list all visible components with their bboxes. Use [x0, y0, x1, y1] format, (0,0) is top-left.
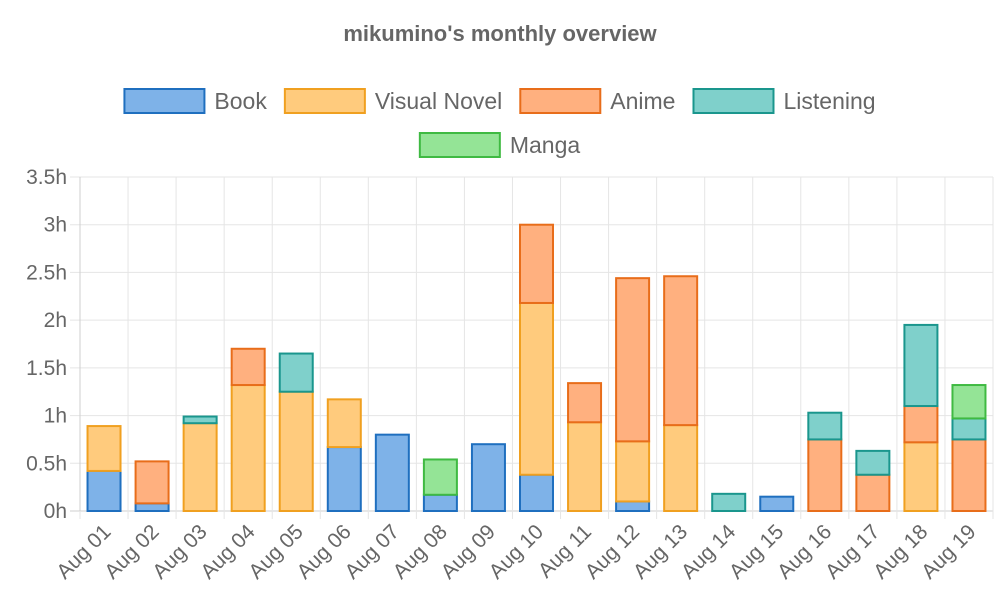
bar-listening-aug-14[interactable]: [711, 492, 747, 512]
bar-listening-aug-19[interactable]: [951, 417, 987, 441]
bars: [86, 223, 987, 513]
legend-label-manga: Manga: [510, 132, 581, 158]
y-tick-label: 0h: [44, 500, 67, 523]
bar-visual-novel-aug-13[interactable]: [663, 424, 699, 512]
bar-anime-aug-16[interactable]: [807, 438, 843, 512]
legend-swatch-book: [123, 88, 206, 114]
legend-swatch-listening: [692, 88, 775, 114]
bar-listening-aug-03[interactable]: [182, 415, 218, 425]
legend-item-anime[interactable]: Anime: [519, 88, 675, 114]
bar-listening-aug-17[interactable]: [855, 449, 891, 476]
bar-book-aug-08[interactable]: [422, 493, 458, 512]
bar-visual-novel-aug-03[interactable]: [182, 422, 218, 513]
legend-label-visual-novel: Visual Novel: [375, 88, 502, 114]
legend-item-visual-novel[interactable]: Visual Novel: [283, 88, 502, 114]
legend-item-manga[interactable]: Manga: [418, 132, 581, 158]
bar-visual-novel-aug-01[interactable]: [86, 425, 122, 472]
bar-book-aug-02[interactable]: [134, 502, 170, 513]
bar-book-aug-07[interactable]: [374, 433, 410, 512]
y-tick-label: 1h: [44, 405, 67, 428]
bar-anime-aug-19[interactable]: [951, 438, 987, 512]
bar-anime-aug-17[interactable]: [855, 473, 891, 513]
x-tick-label: Aug 10: [485, 520, 548, 583]
legend-label-listening: Listening: [783, 88, 875, 114]
y-tick-label: 2.5h: [26, 261, 67, 284]
legend-swatch-manga: [418, 132, 501, 158]
y-tick-label: 0.5h: [26, 452, 67, 475]
legend-label-book: Book: [214, 88, 267, 114]
y-tick-label: 2h: [44, 309, 67, 332]
bar-anime-aug-11[interactable]: [567, 382, 603, 424]
bar-anime-aug-04[interactable]: [230, 347, 266, 387]
bar-anime-aug-10[interactable]: [519, 223, 554, 304]
bar-book-aug-15[interactable]: [759, 495, 795, 512]
bar-visual-novel-aug-10[interactable]: [519, 301, 554, 476]
bar-visual-novel-aug-18[interactable]: [903, 441, 939, 513]
legend-swatch-visual-novel: [283, 88, 366, 114]
bar-anime-aug-02[interactable]: [134, 460, 170, 505]
legend-swatch-anime: [519, 88, 602, 114]
bar-listening-aug-05[interactable]: [278, 352, 314, 393]
legend-label-anime: Anime: [610, 88, 675, 114]
legend-item-book[interactable]: Book: [123, 88, 267, 114]
bar-listening-aug-18[interactable]: [903, 323, 939, 408]
legend-item-listening[interactable]: Listening: [692, 88, 876, 114]
chart-title: mikumino's monthly overview: [343, 21, 657, 46]
bar-anime-aug-18[interactable]: [903, 405, 939, 444]
bar-visual-novel-aug-11[interactable]: [567, 421, 603, 513]
bar-book-aug-01[interactable]: [86, 469, 122, 513]
bar-book-aug-09[interactable]: [470, 443, 506, 513]
bar-visual-novel-aug-12[interactable]: [615, 440, 651, 503]
bar-manga-aug-08[interactable]: [422, 458, 458, 496]
bar-manga-aug-19[interactable]: [951, 384, 987, 420]
bar-visual-novel-aug-06[interactable]: [326, 398, 362, 449]
bar-anime-aug-12[interactable]: [615, 277, 651, 443]
bar-book-aug-10[interactable]: [519, 473, 554, 513]
bar-visual-novel-aug-05[interactable]: [278, 390, 314, 513]
x-tick-label: Aug 19: [917, 520, 980, 583]
y-tick-label: 1.5h: [26, 357, 67, 380]
y-tick-label: 3h: [44, 214, 67, 237]
bar-visual-novel-aug-04[interactable]: [230, 384, 266, 512]
bar-book-aug-12[interactable]: [615, 500, 651, 513]
y-tick-label: 3.5h: [26, 166, 67, 189]
legend: Book Visual Novel Anime Listening Manga: [123, 88, 876, 158]
bar-anime-aug-13[interactable]: [663, 275, 699, 427]
bar-book-aug-06[interactable]: [326, 446, 362, 513]
bar-listening-aug-16[interactable]: [807, 411, 843, 441]
